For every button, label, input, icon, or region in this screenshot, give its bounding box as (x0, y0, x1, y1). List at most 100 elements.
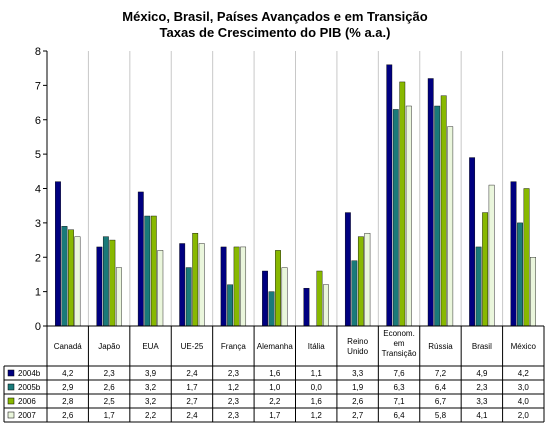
y-tick-label: 1 (35, 287, 41, 299)
data-label: 2,2 (269, 397, 281, 406)
category-label: Rússia (428, 342, 453, 351)
series-label-2005b: 2005b (18, 383, 41, 392)
category-label: Brasil (472, 342, 492, 351)
data-label: 3,3 (352, 369, 364, 378)
data-label: 1,7 (186, 383, 198, 392)
bar-2005b-7 (351, 260, 358, 327)
bar-2006-6 (316, 270, 323, 327)
bar-2006-4 (233, 246, 240, 327)
data-label: 6,4 (393, 411, 405, 420)
bar-2004b-8 (386, 64, 393, 327)
bar-2007-4 (240, 246, 247, 327)
data-label: 4,0 (518, 397, 530, 406)
y-tick-label: 2 (35, 252, 41, 264)
bar-2004b-4 (220, 246, 227, 327)
data-label: 7,6 (393, 369, 405, 378)
bar-2007-5 (281, 267, 288, 327)
data-label: 1,6 (311, 397, 323, 406)
category-gridlines (87, 51, 504, 326)
bar-2007-9 (447, 126, 454, 327)
data-label: 0,0 (311, 383, 323, 392)
bar-2006-7 (357, 236, 364, 327)
y-tick-label: 0 (35, 321, 41, 333)
series-label-2006: 2006 (18, 397, 36, 406)
bar-2004b-2 (137, 191, 144, 327)
data-label: 3,3 (476, 397, 488, 406)
category-label: EUA (142, 342, 159, 351)
bar-2005b-1 (102, 236, 109, 327)
data-label: 2,6 (352, 397, 364, 406)
bar-2006-10 (482, 212, 489, 327)
data-label: 3,9 (145, 369, 157, 378)
data-label: 4,2 (62, 369, 74, 378)
data-label: 2,3 (228, 411, 240, 420)
data-label: 2,4 (186, 369, 198, 378)
bar-2006-1 (109, 239, 116, 327)
data-label: 3,0 (518, 383, 530, 392)
data-label: 2,3 (228, 397, 240, 406)
data-label: 4,2 (518, 369, 530, 378)
bar-2006-9 (440, 95, 447, 327)
bar-2006-8 (399, 81, 406, 327)
bar-2004b-1 (96, 246, 103, 327)
bar-2004b-5 (262, 270, 268, 327)
bar-2004b-7 (344, 212, 351, 327)
bar-2007-6 (323, 284, 329, 327)
data-label: 1,9 (352, 383, 364, 392)
category-label: Reino (347, 337, 368, 346)
bar-2005b-11 (517, 222, 523, 327)
category-label: Unido (347, 347, 368, 356)
bar-2005b-10 (475, 246, 482, 327)
category-label: Itália (308, 342, 325, 351)
y-tick-label: 3 (35, 218, 41, 230)
category-label: em (393, 339, 404, 348)
data-label: 5,8 (435, 411, 447, 420)
bar-2007-7 (364, 232, 371, 327)
data-label: 1,7 (269, 411, 281, 420)
bar-2007-3 (198, 243, 205, 327)
category-label: Japão (98, 342, 120, 351)
category-label: UE-25 (181, 342, 204, 351)
category-label: Econom. (383, 329, 415, 338)
data-label: 2,2 (145, 411, 157, 420)
category-label: Transição (382, 349, 417, 358)
data-label: 3,2 (145, 397, 157, 406)
y-tick-label: 4 (35, 184, 41, 196)
data-label: 1,1 (311, 369, 323, 378)
data-label: 3,2 (145, 383, 157, 392)
data-label: 1,2 (311, 411, 323, 420)
data-label: 2,6 (104, 383, 116, 392)
bar-2006-3 (192, 232, 199, 327)
bar-2005b-5 (268, 291, 275, 327)
data-label: 6,4 (435, 383, 447, 392)
category-label: França (221, 342, 246, 351)
bar-2006-2 (150, 215, 157, 327)
bar-2006-0 (68, 229, 74, 327)
legend-swatch-2004b (7, 369, 15, 377)
data-label: 2,0 (518, 411, 530, 420)
data-label: 2,8 (62, 397, 74, 406)
bar-2005b-9 (434, 105, 441, 327)
bar-2007-1 (115, 267, 122, 327)
bar-2005b-2 (144, 215, 151, 327)
data-label: 2,7 (186, 397, 198, 406)
data-label: 2,5 (104, 397, 116, 406)
bar-2005b-3 (185, 267, 192, 327)
legend-swatch-2006 (7, 397, 15, 405)
data-label: 1,6 (269, 369, 281, 378)
data-label: 1,2 (228, 383, 240, 392)
y-tick-label: 6 (35, 115, 41, 127)
data-label: 7,2 (435, 369, 447, 378)
bar-2005b-4 (227, 284, 234, 327)
data-label: 6,3 (393, 383, 405, 392)
bar-2004b-9 (427, 78, 434, 327)
data-label: 2,4 (186, 411, 198, 420)
y-tick-label: 5 (35, 149, 41, 161)
bar-2004b-6 (303, 287, 310, 327)
legend-swatch-2007 (7, 411, 15, 419)
bar-2007-10 (488, 184, 495, 327)
data-table: Canadá Japão EUA UE-25 França Alemanha Itália R… (3, 326, 545, 423)
category-label: Canadá (54, 342, 83, 351)
data-label: 2,3 (104, 369, 116, 378)
